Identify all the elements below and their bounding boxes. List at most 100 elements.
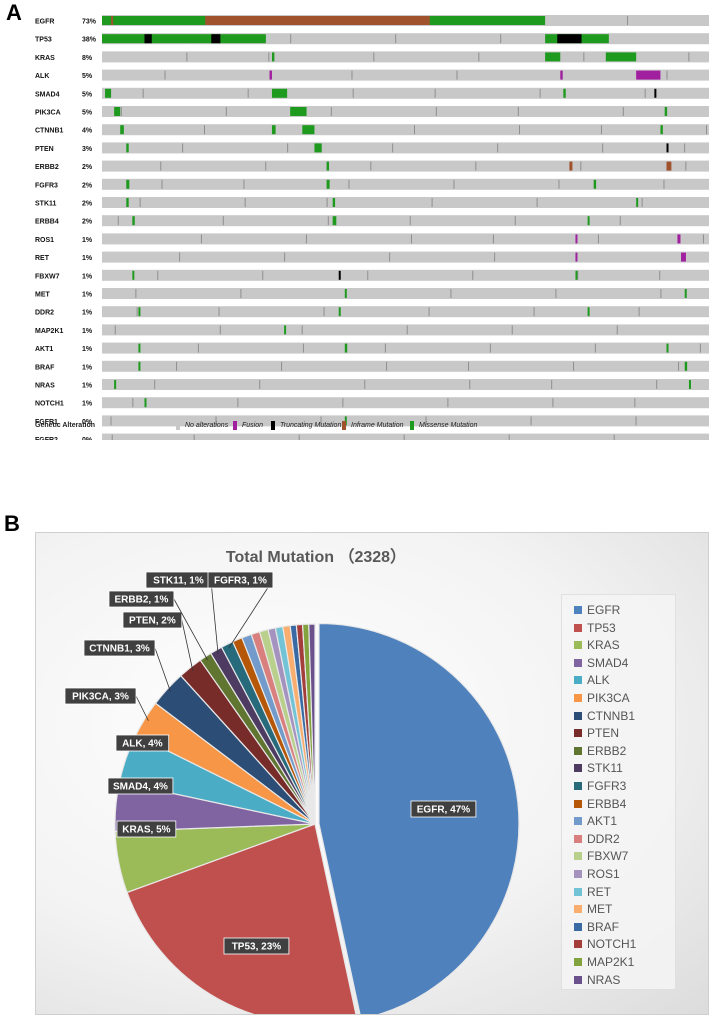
chart-title: Total Mutation （2328）	[225, 549, 407, 566]
sample-tick	[536, 198, 538, 207]
data-label-smad4: SMAD4, 4%	[113, 782, 168, 793]
sample-tick	[663, 179, 665, 189]
gene-pct-fgfr3: 2%	[82, 182, 93, 189]
oncoprint-track-stk11	[102, 197, 709, 208]
sample-tick	[364, 380, 366, 389]
gene-label-egfr: EGFR	[35, 19, 54, 26]
legend-item-map2k1: MAP2K1	[574, 955, 634, 969]
oncoprint-svg: EGFR 73% TP53 38% KRAS 8% ALK 5% SMAD4 5% PIK3CA 5%…	[35, 15, 709, 440]
legend-item-erbb4: ERBB4	[574, 797, 626, 811]
alteration-mark-ctnnb1	[271, 125, 276, 135]
data-label-box-kras	[116, 820, 177, 838]
legend-label: AKT1	[587, 814, 618, 829]
sample-tick	[135, 289, 137, 298]
gene-pct-ret: 1%	[82, 255, 93, 262]
legend-swatch	[574, 975, 582, 984]
legend-item-ctnnb1: CTNNB1	[574, 709, 635, 723]
alteration-mark-met	[684, 289, 687, 298]
sample-tick	[435, 107, 437, 116]
sample-tick	[580, 161, 582, 171]
gene-pct-stk11: 2%	[82, 201, 93, 208]
sample-tick	[323, 307, 325, 317]
oncoprint-track-notch1	[102, 397, 709, 409]
sample-tick	[539, 88, 541, 98]
legend-inframe: Inframe Mutation	[342, 421, 404, 430]
sample-tick	[327, 216, 329, 226]
sample-tick	[287, 143, 289, 153]
gene-pct-nras: 1%	[82, 383, 93, 390]
sample-tick	[157, 270, 159, 280]
sample-tick	[290, 34, 292, 44]
alteration-mark-alk	[636, 70, 661, 80]
sample-tick	[492, 234, 494, 244]
sample-tick	[497, 143, 499, 153]
sample-tick	[186, 52, 188, 62]
sample-tick	[555, 289, 557, 298]
alteration-mark-braf	[684, 361, 688, 371]
gene-label-alk: ALK	[35, 73, 49, 80]
oncoprint-track-fgfr2	[102, 433, 709, 440]
data-label-box-smad4	[107, 777, 174, 795]
legend-label: ERBB4	[587, 796, 627, 811]
legend-no-alterations: No alterations	[176, 421, 228, 430]
sample-tick	[259, 380, 261, 389]
sample-tick	[597, 234, 599, 244]
sample-tick	[240, 289, 242, 298]
pie-slice-egfr	[318, 622, 520, 1014]
legend-swatch	[574, 834, 582, 843]
legend-label: TP53	[587, 620, 616, 635]
sample-tick	[373, 52, 375, 62]
legend-swatch	[574, 782, 582, 790]
sample-tick	[161, 179, 163, 189]
alteration-mark-fbxw7	[575, 270, 578, 280]
sample-tick	[478, 52, 480, 62]
sample-tick	[530, 416, 532, 426]
gene-pct-smad4: 5%	[82, 91, 93, 98]
sample-tick	[644, 88, 646, 98]
sample-tick	[616, 325, 618, 335]
data-label-box-pten	[122, 611, 183, 629]
legend-label: ROS1	[587, 867, 620, 881]
sample-tick	[413, 125, 415, 135]
legend-swatch	[574, 764, 582, 773]
sample-tick	[641, 198, 643, 207]
sample-tick	[302, 343, 304, 353]
sample-tick	[367, 270, 369, 280]
gene-pct-kras: 8%	[82, 55, 93, 62]
data-label-ctnnb1: CTNNB1, 3%	[89, 644, 150, 655]
sample-tick	[685, 161, 687, 171]
sample-tick	[403, 434, 405, 440]
data-label-fgfr3: FGFR3, 1%	[214, 576, 267, 587]
alteration-mark-fgfr1	[344, 416, 347, 426]
sample-tick	[110, 416, 112, 426]
legend-label: FGFR3	[587, 779, 627, 793]
sample-tick	[472, 270, 474, 280]
sample-tick	[659, 270, 661, 280]
oncoprint-track-pik3ca	[102, 106, 709, 117]
sample-tick	[389, 252, 391, 262]
alteration-mark-akt1	[344, 343, 348, 353]
leader-line-pten	[181, 619, 194, 671]
sample-tick	[514, 216, 516, 226]
sample-tick	[301, 325, 303, 335]
sample-tick	[330, 107, 332, 116]
alteration-mark-smad4	[105, 88, 112, 98]
legend-label: MAP2K1	[587, 955, 635, 969]
gene-label-notch1: NOTCH1	[35, 401, 64, 408]
sample-tick	[494, 252, 496, 262]
gene-label-tp53: TP53	[35, 37, 52, 44]
sample-tick	[622, 107, 624, 116]
alteration-mark-smad4	[271, 88, 288, 98]
alteration-mark-pten	[126, 143, 129, 153]
pie-legend: EGFR TP53 KRAS SMAD4 ALK PIK3CA CTNNB1 PTEN ERBB…	[561, 594, 676, 990]
legend-label: SMAD4	[587, 655, 629, 670]
sample-tick	[453, 179, 455, 189]
data-label-erbb2: ERBB2, 1%	[114, 595, 168, 606]
alteration-mark-kras	[271, 52, 275, 62]
gene-label-map2k1: MAP2K1	[35, 328, 64, 335]
sample-tick	[352, 88, 354, 98]
sample-tick	[114, 325, 116, 335]
sample-tick	[450, 289, 452, 298]
legend-label: ALK	[587, 673, 610, 688]
pie-svg: EGFR, 47% TP53, 23% KRAS, 5% SMAD4, 4% ALK, …	[64, 571, 520, 1014]
